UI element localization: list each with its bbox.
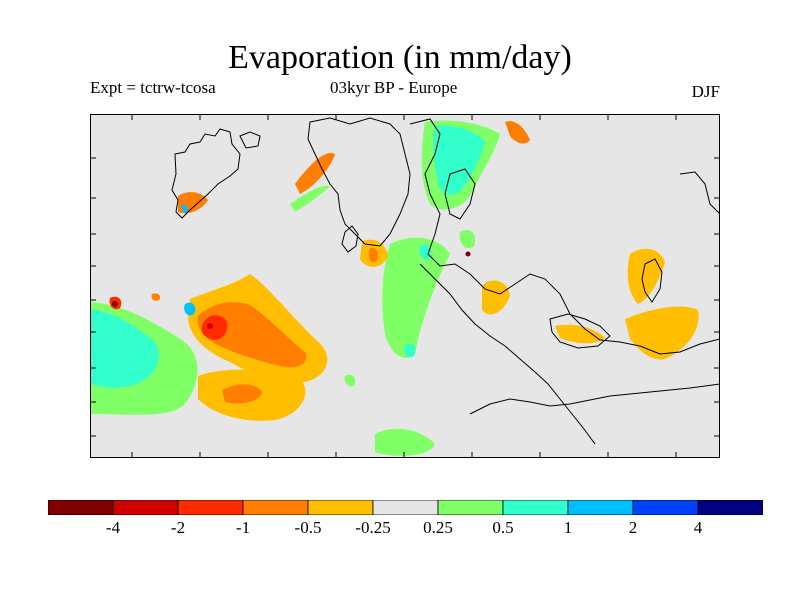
black-sea-coast bbox=[549, 313, 611, 349]
central-red-region bbox=[201, 315, 228, 340]
legend-tick-label: -4 bbox=[105, 518, 121, 537]
legend-swatch bbox=[112, 500, 179, 515]
legend-swatch bbox=[177, 500, 244, 515]
legend-tick-label: 1 bbox=[563, 518, 573, 537]
iceland-coast bbox=[239, 131, 261, 149]
legend-swatch bbox=[502, 500, 569, 515]
british-isles-coast bbox=[341, 225, 359, 253]
east-yellow-region-south bbox=[625, 306, 699, 360]
baltic-coast bbox=[444, 168, 476, 220]
map-frame bbox=[90, 114, 720, 458]
greenland-coast bbox=[171, 128, 241, 219]
legend-swatch bbox=[242, 500, 309, 515]
mediterranean-north bbox=[419, 263, 596, 445]
legend-tick-label: 2 bbox=[628, 518, 638, 537]
central-europe-small-green bbox=[459, 229, 476, 249]
uk-orange-blob bbox=[368, 247, 378, 263]
coastlines bbox=[171, 117, 720, 445]
legend-tick-label: 0.5 bbox=[492, 518, 514, 537]
evaporation-map bbox=[90, 114, 720, 458]
color-legend-bar bbox=[48, 500, 763, 515]
north-orange-streak bbox=[505, 121, 530, 144]
legend-tick-label: -0.5 bbox=[294, 518, 322, 537]
mid-green-tongue bbox=[382, 237, 450, 358]
central-europe-dark-spot bbox=[465, 251, 471, 257]
legend-swatch bbox=[48, 500, 114, 515]
legend-swatch bbox=[372, 500, 439, 515]
mediterranean-south bbox=[469, 383, 720, 415]
east-yellow-region-north bbox=[627, 248, 665, 304]
arctic-orange-streak bbox=[295, 153, 335, 194]
central-dark-spot bbox=[207, 323, 213, 329]
west-small-red bbox=[151, 293, 161, 301]
legend-tick-label: -2 bbox=[170, 518, 186, 537]
legend-tick-label: -1 bbox=[235, 518, 251, 537]
mid-cyan-spot-2 bbox=[419, 244, 432, 260]
legend-tick-label: 0.25 bbox=[423, 518, 453, 537]
chart-title: Evaporation (in mm/day) bbox=[228, 39, 572, 76]
arctic-green-streak bbox=[290, 185, 330, 212]
greenland-cyan-region bbox=[180, 204, 188, 214]
legend-swatch bbox=[697, 500, 763, 515]
season-label: DJF bbox=[691, 82, 720, 101]
black-sea-yellow bbox=[555, 324, 605, 344]
scandinavia-coast bbox=[307, 117, 411, 247]
southern-orange-region bbox=[222, 384, 262, 404]
legend-swatch bbox=[437, 500, 504, 515]
period-region-label: 03kyr BP - Europe bbox=[330, 78, 458, 97]
caspian-coast bbox=[641, 258, 663, 303]
central-orange-region bbox=[197, 302, 307, 368]
north-cyan-region bbox=[433, 125, 485, 195]
experiment-label: Expt = tctrw-tcosa bbox=[90, 78, 216, 97]
legend-swatch bbox=[307, 500, 374, 515]
legend-swatch bbox=[567, 500, 634, 515]
atlantic-cyan-region bbox=[90, 309, 159, 388]
legend-swatch bbox=[632, 500, 699, 515]
mid-cyan-spot bbox=[404, 343, 416, 358]
south-green-patch bbox=[375, 428, 435, 456]
west-cyan-spot bbox=[184, 302, 196, 316]
east-coast bbox=[679, 171, 720, 215]
legend-tick-label: -0.25 bbox=[355, 518, 391, 537]
south-green-spot bbox=[344, 374, 356, 387]
west-dark-spot bbox=[112, 301, 118, 307]
legend-tick-label: 4 bbox=[693, 518, 703, 537]
europe-mainland-coast bbox=[409, 118, 720, 355]
central-europe-yellow bbox=[482, 280, 510, 315]
